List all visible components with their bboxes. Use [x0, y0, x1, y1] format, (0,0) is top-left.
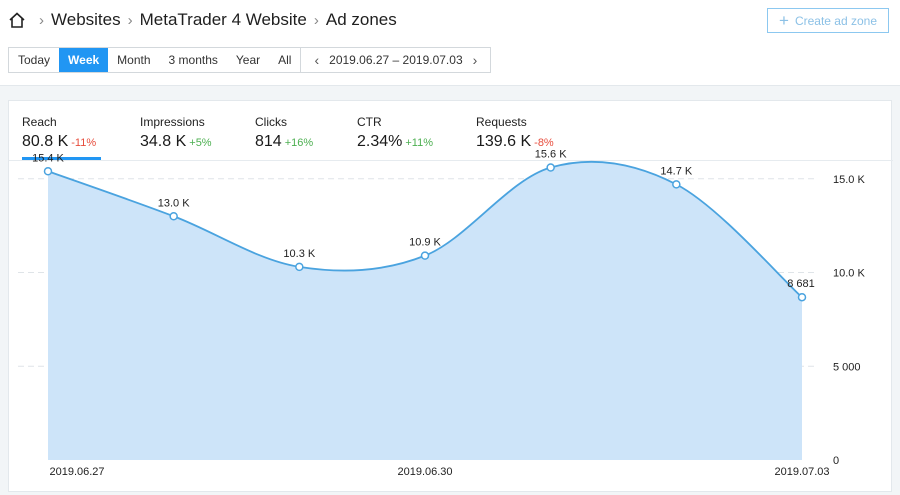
metric-delta: +5% [189, 137, 212, 149]
breadcrumb-item-ad-zones: Ad zones [325, 10, 397, 29]
metric-value: 139.6 K [476, 133, 532, 150]
metric-value: 80.8 K [22, 133, 69, 150]
metric-label: Requests [476, 115, 527, 129]
metrics-tabs: Reach 80.8 K -11% Impressions 34.8 K +5% C… [9, 101, 893, 161]
create-ad-zone-label: Create ad zone [794, 13, 877, 28]
chevron-right-icon[interactable]: › [472, 52, 478, 68]
date-range: ‹ 2019.06.27 – 2019.07.03 › [300, 48, 490, 72]
create-ad-zone-button[interactable]: + Create ad zone [767, 8, 889, 33]
metric-impressions[interactable]: Impressions 34.8 K +5% [140, 115, 212, 151]
breadcrumb-item-websites[interactable]: Websites [51, 10, 121, 29]
metric-label: Clicks [255, 115, 287, 129]
breadcrumb-item-website[interactable]: MetaTrader 4 Website [139, 10, 307, 29]
period-all[interactable]: All [278, 53, 292, 67]
metric-value: 814 [255, 133, 282, 150]
metric-clicks[interactable]: Clicks 814 +16% [255, 115, 313, 151]
home-icon[interactable] [8, 11, 26, 29]
metric-label: Impressions [140, 115, 205, 129]
metric-delta: -8% [534, 137, 554, 149]
top-bar: › Websites › MetaTrader 4 Website › Ad z… [0, 0, 900, 86]
metric-value: 34.8 K [140, 133, 187, 150]
metric-delta: +16% [284, 137, 314, 149]
metric-label: Reach [22, 115, 57, 129]
chevron-right-icon: › [313, 11, 319, 29]
chevron-left-icon[interactable]: ‹ [314, 52, 320, 68]
chevron-right-icon: › [39, 11, 44, 29]
metric-requests[interactable]: Requests 139.6 K -8% [476, 115, 554, 151]
period-month[interactable]: Month [117, 53, 151, 67]
metric-delta: -11% [71, 137, 97, 149]
metric-label: CTR [357, 115, 382, 129]
breadcrumb: › Websites › MetaTrader 4 Website › Ad z… [8, 9, 397, 31]
period-year[interactable]: Year [235, 53, 261, 67]
stats-card: Reach 80.8 K -11% Impressions 34.8 K +5% C… [8, 100, 893, 492]
period-selector: Today Week Month 3 months Year All ‹ 201… [8, 47, 492, 73]
active-tab-indicator [22, 157, 101, 160]
metric-delta: +11% [405, 137, 433, 149]
metric-ctr[interactable]: CTR 2.34% +11% [357, 115, 433, 151]
date-range-text[interactable]: 2019.06.27 – 2019.07.03 [329, 53, 463, 67]
plus-icon: + [779, 11, 789, 30]
period-week[interactable]: Week [59, 48, 109, 72]
period-today[interactable]: Today [18, 53, 51, 67]
period-3-months[interactable]: 3 months [168, 53, 218, 67]
chevron-right-icon: › [127, 11, 133, 29]
metric-reach[interactable]: Reach 80.8 K -11% [22, 115, 101, 160]
metric-value: 2.34% [357, 133, 403, 150]
